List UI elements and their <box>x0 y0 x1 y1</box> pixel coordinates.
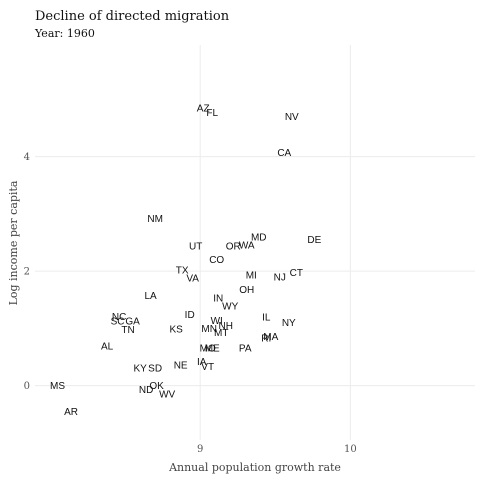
point-label-de: DE <box>307 235 321 246</box>
point-label-nv: NV <box>285 112 299 123</box>
point-label-or: OR <box>226 241 241 252</box>
y-tick-label: 0 <box>24 381 30 392</box>
point-label-wy: WY <box>222 302 238 313</box>
point-label-la: LA <box>145 291 158 302</box>
point-label-id: ID <box>185 310 195 321</box>
point-label-ri: RI <box>261 334 271 345</box>
point-label-ut: UT <box>189 241 202 252</box>
point-label-sd: SD <box>148 363 162 374</box>
point-label-ny: NY <box>282 318 296 329</box>
point-label-nh: NH <box>218 321 232 332</box>
point-label-ga: GA <box>125 316 140 327</box>
point-label-ok: OK <box>149 381 164 392</box>
point-label-wa: WA <box>239 240 255 251</box>
point-label-ky: KY <box>133 363 147 374</box>
point-label-ms: MS <box>50 381 65 392</box>
point-label-az: AZ <box>197 103 210 114</box>
x-axis-title: Annual population growth rate <box>168 461 341 474</box>
point-label-al: AL <box>101 342 114 353</box>
point-label-nj: NJ <box>274 272 286 283</box>
point-label-vt: VT <box>201 362 214 373</box>
point-label-md: MD <box>251 232 267 243</box>
point-label-co: CO <box>209 255 224 266</box>
point-label-il: IL <box>262 312 271 323</box>
point-label-mt: MT <box>214 328 228 339</box>
point-label-ks: KS <box>169 324 183 335</box>
y-axis-title: Log income per capita <box>7 180 20 305</box>
y-tick-label: 4 <box>24 152 30 163</box>
point-label-me: ME <box>205 343 220 354</box>
point-label-ma: MA <box>263 332 278 343</box>
point-label-ct: CT <box>290 268 303 279</box>
x-tick-label: 10 <box>344 444 357 455</box>
point-label-nc: NC <box>112 312 126 323</box>
point-label-mo: MO <box>200 343 216 354</box>
point-label-fl: FL <box>206 108 218 119</box>
y-tick-label: 2 <box>24 267 30 278</box>
point-label-ca: CA <box>277 148 291 159</box>
point-label-sc: SC <box>111 316 125 327</box>
point-label-nd: ND <box>139 385 153 396</box>
chart-subtitle: Year: 1960 <box>34 27 95 40</box>
point-label-nm: NM <box>147 214 163 225</box>
point-label-mn: MN <box>201 324 217 335</box>
point-label-va: VA <box>186 273 199 284</box>
point-label-pa: PA <box>239 343 252 354</box>
point-label-ar: AR <box>64 407 78 418</box>
point-label-tn: TN <box>121 325 134 336</box>
x-tick-label: 9 <box>197 444 203 455</box>
point-label-wv: WV <box>159 390 175 401</box>
plot-grid <box>35 45 475 440</box>
point-label-in: IN <box>213 294 223 305</box>
point-label-mi: MI <box>246 271 257 282</box>
point-label-wi: WI <box>211 316 223 327</box>
point-label-tx: TX <box>176 265 189 276</box>
chart-title: Decline of directed migration <box>35 9 230 24</box>
point-label-ne: NE <box>174 361 188 372</box>
point-label-oh: OH <box>239 285 254 296</box>
point-label-ia: IA <box>197 357 207 368</box>
x-axis-ticks: 9 10 <box>197 444 357 455</box>
y-axis-ticks: 0 2 4 <box>24 152 30 392</box>
